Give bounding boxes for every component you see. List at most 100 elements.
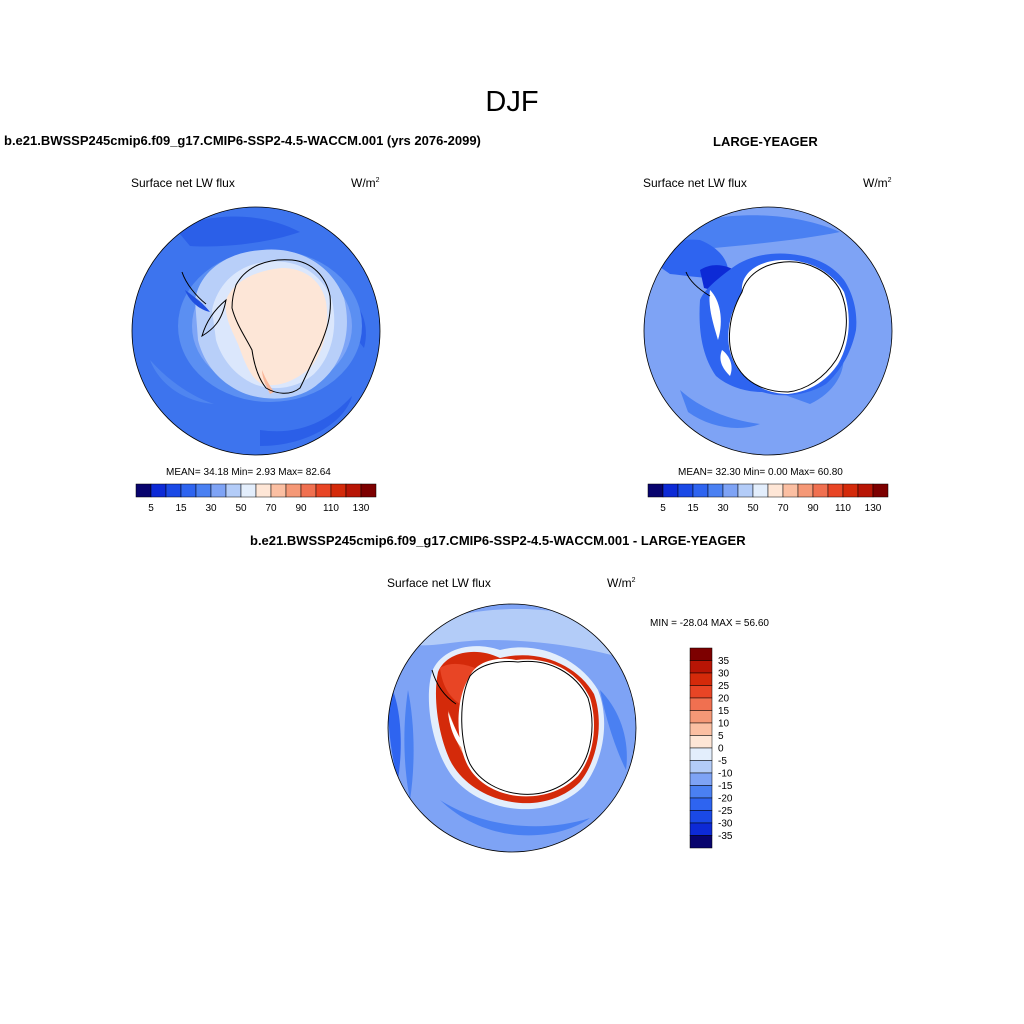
colorbar-diff-label: 15 xyxy=(718,706,730,717)
colorbar-model-swatch xyxy=(315,483,332,498)
colorbar-diff-swatch xyxy=(689,660,713,674)
colorbar-obs-label: 5 xyxy=(660,503,666,514)
colorbar-obs-swatch xyxy=(782,483,799,498)
colorbar-model-label: 30 xyxy=(205,503,217,514)
panel2-stats: MEAN= 32.30 Min= 0.00 Max= 60.80 xyxy=(678,467,843,478)
colorbar-diff-label: -20 xyxy=(718,794,733,805)
colorbar-diff-swatch xyxy=(689,797,713,811)
colorbar-model-label: 110 xyxy=(323,503,339,514)
panel2-units-base: W/m xyxy=(863,176,888,190)
colorbar-obs-label: 50 xyxy=(747,503,759,514)
colorbar-obs-label: 90 xyxy=(807,503,819,514)
colorbar-obs-swatch xyxy=(692,483,709,498)
colorbar-obs-swatch xyxy=(707,483,724,498)
colorbar-model-swatch xyxy=(345,483,362,498)
panel1-units-base: W/m xyxy=(351,176,376,190)
colorbar-model-label: 130 xyxy=(353,503,370,514)
colorbar-model-swatch xyxy=(285,483,302,498)
colorbar-diff-swatch xyxy=(689,785,713,799)
colorbar-model-swatch xyxy=(330,483,347,498)
colorbar-model-swatch xyxy=(180,483,197,498)
map-obs xyxy=(643,206,893,456)
colorbar-model-swatch xyxy=(300,483,317,498)
colorbar-obs-label: 30 xyxy=(717,503,729,514)
colorbar-diff-swatch xyxy=(689,772,713,786)
colorbar-diff-label: -10 xyxy=(718,769,733,780)
colorbar-model-swatch xyxy=(165,483,182,498)
colorbar-diff-label: -35 xyxy=(718,831,733,842)
colorbar-obs-swatch xyxy=(647,483,664,498)
panel3-stats: MIN = -28.04 MAX = 56.60 xyxy=(650,618,769,629)
colorbar-obs-swatch xyxy=(767,483,784,498)
colorbar-diff-label: 10 xyxy=(718,719,730,730)
panel1-units-exp: 2 xyxy=(375,177,380,184)
panel1-units: W/m2 xyxy=(351,176,380,190)
colorbar-obs-swatch xyxy=(842,483,859,498)
panel3-units-base: W/m xyxy=(607,576,632,590)
colorbar-diff-swatch xyxy=(689,710,713,724)
colorbar-diff-swatch xyxy=(689,822,713,836)
colorbar-model-label: 50 xyxy=(235,503,247,514)
colorbar-diff-swatch xyxy=(689,697,713,711)
colorbar-obs-swatch xyxy=(872,483,889,498)
panel3-variable: Surface net LW flux xyxy=(387,576,491,590)
colorbar-diff-swatch xyxy=(689,722,713,736)
colorbar-diff-swatch xyxy=(689,647,713,661)
panel3-title: b.e21.BWSSP245cmip6.f09_g17.CMIP6-SSP2-4… xyxy=(250,533,746,548)
colorbar-model-swatch xyxy=(150,483,167,498)
colorbar-model-label: 15 xyxy=(175,503,187,514)
panel2-units-exp: 2 xyxy=(887,177,892,184)
colorbar-model-swatch xyxy=(240,483,257,498)
colorbar-obs-label: 110 xyxy=(835,503,851,514)
colorbar-obs-swatch xyxy=(677,483,694,498)
colorbar-diff-swatch xyxy=(689,672,713,686)
colorbar-diff-label: 0 xyxy=(718,744,724,755)
panel1-stats: MEAN= 34.18 Min= 2.93 Max= 82.64 xyxy=(166,467,331,478)
colorbar-diff-label: -25 xyxy=(718,806,733,817)
panel2-variable: Surface net LW flux xyxy=(643,176,747,190)
colorbar-obs-swatch xyxy=(662,483,679,498)
colorbar-model: 5 15 30 50 70 90 110 130 xyxy=(135,483,377,514)
panel2-units: W/m2 xyxy=(863,176,892,190)
map-diff xyxy=(387,603,637,853)
colorbar-diff-label: 30 xyxy=(718,669,730,680)
panel1-variable: Surface net LW flux xyxy=(131,176,235,190)
colorbar-obs-swatch xyxy=(797,483,814,498)
colorbar-diff-swatch xyxy=(689,810,713,824)
colorbar-model-swatch xyxy=(195,483,212,498)
colorbar-model-label: 70 xyxy=(265,503,277,514)
colorbar-diff-label: -15 xyxy=(718,781,733,792)
colorbar-obs-swatch xyxy=(737,483,754,498)
colorbar-diff-swatch xyxy=(689,735,713,749)
colorbar-diff-label: 20 xyxy=(718,694,730,705)
panel3-units: W/m2 xyxy=(607,576,636,590)
colorbar-obs-swatch xyxy=(722,483,739,498)
panel3-units-exp: 2 xyxy=(631,577,636,584)
colorbar-obs-swatch xyxy=(812,483,829,498)
colorbar-obs-swatch xyxy=(827,483,844,498)
colorbar-diff-label: -5 xyxy=(718,756,727,767)
season-title: DJF xyxy=(485,86,539,118)
colorbar-model-swatch xyxy=(210,483,227,498)
colorbar-diff-swatch xyxy=(689,747,713,761)
colorbar-obs-label: 130 xyxy=(865,503,882,514)
colorbar-diff-label: 35 xyxy=(718,656,730,667)
colorbar-model-swatch xyxy=(135,483,152,498)
colorbar-diff-swatch xyxy=(689,760,713,774)
colorbar-model-swatch xyxy=(255,483,272,498)
map-model xyxy=(131,206,381,456)
colorbar-model-label: 5 xyxy=(148,503,154,514)
colorbar-diff-label: 25 xyxy=(718,681,730,692)
colorbar-diff-label: 5 xyxy=(718,731,724,742)
colorbar-obs-swatch xyxy=(857,483,874,498)
colorbar-model-swatch xyxy=(225,483,242,498)
colorbar-diff-label: -30 xyxy=(718,819,733,830)
colorbar-obs-label: 70 xyxy=(777,503,789,514)
panel1-title: b.e21.BWSSP245cmip6.f09_g17.CMIP6-SSP2-4… xyxy=(4,133,481,148)
colorbar-diff-swatch xyxy=(689,685,713,699)
panel2-title: LARGE-YEAGER xyxy=(713,134,818,149)
colorbar-model-swatch xyxy=(360,483,377,498)
colorbar-diff-swatch xyxy=(689,835,713,849)
